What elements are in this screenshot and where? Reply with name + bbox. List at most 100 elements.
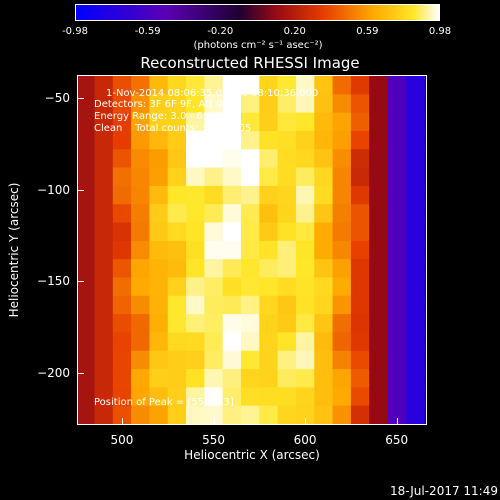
- heatmap-cell: [277, 204, 297, 224]
- heatmap-cell: [295, 240, 316, 261]
- heatmap-cell: [131, 94, 151, 114]
- heatmap-cell: [387, 112, 407, 132]
- heatmap-cell: [222, 314, 243, 334]
- x-tick-label: 650: [385, 433, 409, 447]
- heatmap-cell: [332, 185, 352, 206]
- heatmap-cell: [277, 259, 297, 279]
- x-tick-mark: [121, 418, 123, 424]
- y-tick-mark: [78, 281, 84, 283]
- heatmap-cell: [78, 405, 96, 424]
- heatmap-cell: [112, 295, 133, 316]
- heatmap-cell: [259, 94, 279, 114]
- heatmap-cell: [387, 295, 407, 316]
- heatmap-cell: [314, 259, 334, 279]
- heatmap-cell: [167, 240, 188, 261]
- heatmap-cell: [186, 295, 206, 316]
- heatmap-cell: [295, 387, 316, 407]
- heatmap-cell: [314, 204, 334, 224]
- heatmap-cell: [405, 112, 426, 132]
- heatmap-cell: [186, 149, 206, 169]
- heatmap-cell: [78, 185, 96, 206]
- heatmap-cell: [405, 369, 426, 389]
- heatmap-cell: [369, 130, 389, 151]
- heatmap-cell: [314, 149, 334, 169]
- heatmap-cell: [332, 332, 352, 352]
- heatmap-cell: [167, 204, 188, 224]
- heatmap-cell: [350, 222, 371, 242]
- heatmap-cell: [295, 130, 316, 151]
- heatmap-cell: [277, 167, 297, 187]
- x-tick-label: 500: [110, 433, 134, 447]
- x-tick-mark: [305, 418, 307, 424]
- heatmap-cell: [295, 277, 316, 297]
- heatmap-cell: [387, 369, 407, 389]
- heatmap-cell: [314, 94, 334, 114]
- annotation-energy: Energy Range: 3.0 - 6.0 keV: [94, 111, 234, 122]
- heatmap-cell: [295, 314, 316, 334]
- heatmap-cell: [204, 76, 224, 96]
- heatmap-cell: [369, 240, 389, 261]
- heatmap-cell: [350, 185, 371, 206]
- heatmap-cell: [277, 240, 297, 261]
- heatmap-cell: [277, 112, 297, 132]
- heatmap-cell: [186, 240, 206, 261]
- heatmap-cell: [405, 240, 426, 261]
- heatmap-cell: [387, 222, 407, 242]
- heatmap-cell: [112, 76, 133, 96]
- heatmap-cell: [94, 295, 114, 316]
- heatmap-cell: [277, 277, 297, 297]
- heatmap-cell: [405, 350, 426, 371]
- timestamp: 18-Jul-2017 11:49: [389, 484, 498, 498]
- heatmap-cell: [350, 167, 371, 187]
- heatmap-cell: [241, 350, 261, 371]
- heatmap-cell: [186, 259, 206, 279]
- heatmap-cell: [78, 222, 96, 242]
- colorbar-tick-label: 0.20: [283, 26, 306, 37]
- heatmap-cell: [259, 369, 279, 389]
- y-tick-mark: [78, 372, 84, 374]
- heatmap-cell: [186, 405, 206, 424]
- heatmap-cell: [149, 295, 169, 316]
- heatmap-cell: [332, 259, 352, 279]
- heatmap-cell: [314, 222, 334, 242]
- heatmap-cell: [94, 112, 114, 132]
- heatmap-cell: [149, 240, 169, 261]
- heatmap-cell: [149, 149, 169, 169]
- heatmap-cell: [204, 259, 224, 279]
- heatmap-cell: [405, 332, 426, 352]
- heatmap-cell: [149, 222, 169, 242]
- heatmap-cell: [259, 112, 279, 132]
- heatmap-cell: [78, 259, 96, 279]
- heatmap-cell: [186, 277, 206, 297]
- heatmap-cell: [222, 350, 243, 371]
- heatmap-cell: [78, 350, 96, 371]
- heatmap-cell: [112, 314, 133, 334]
- heatmap-cell: [332, 167, 352, 187]
- heatmap-cell: [131, 76, 151, 96]
- heatmap-cell: [167, 332, 188, 352]
- heatmap-cell: [186, 167, 206, 187]
- heatmap-cell: [222, 369, 243, 389]
- heatmap-cell: [387, 204, 407, 224]
- heatmap-cell: [186, 314, 206, 334]
- heatmap-cell: [112, 405, 133, 424]
- heatmap-cell: [332, 130, 352, 151]
- heatmap-cell: [241, 76, 261, 96]
- heatmap-cell: [295, 76, 316, 96]
- heatmap-cell: [369, 295, 389, 316]
- heatmap-cell: [241, 112, 261, 132]
- heatmap-cell: [369, 167, 389, 187]
- heatmap-cell: [112, 112, 133, 132]
- heatmap-cell: [387, 240, 407, 261]
- heatmap-cell: [387, 167, 407, 187]
- heatmap-cell: [369, 332, 389, 352]
- heatmap-cell: [112, 387, 133, 407]
- heatmap-cell: [167, 149, 188, 169]
- heatmap-cell: [369, 112, 389, 132]
- heatmap-cell: [295, 167, 316, 187]
- heatmap-cell: [369, 259, 389, 279]
- heatmap-cell: [277, 387, 297, 407]
- heatmap-cell: [295, 332, 316, 352]
- heatmap-cell: [149, 76, 169, 96]
- heatmap-cell: [350, 149, 371, 169]
